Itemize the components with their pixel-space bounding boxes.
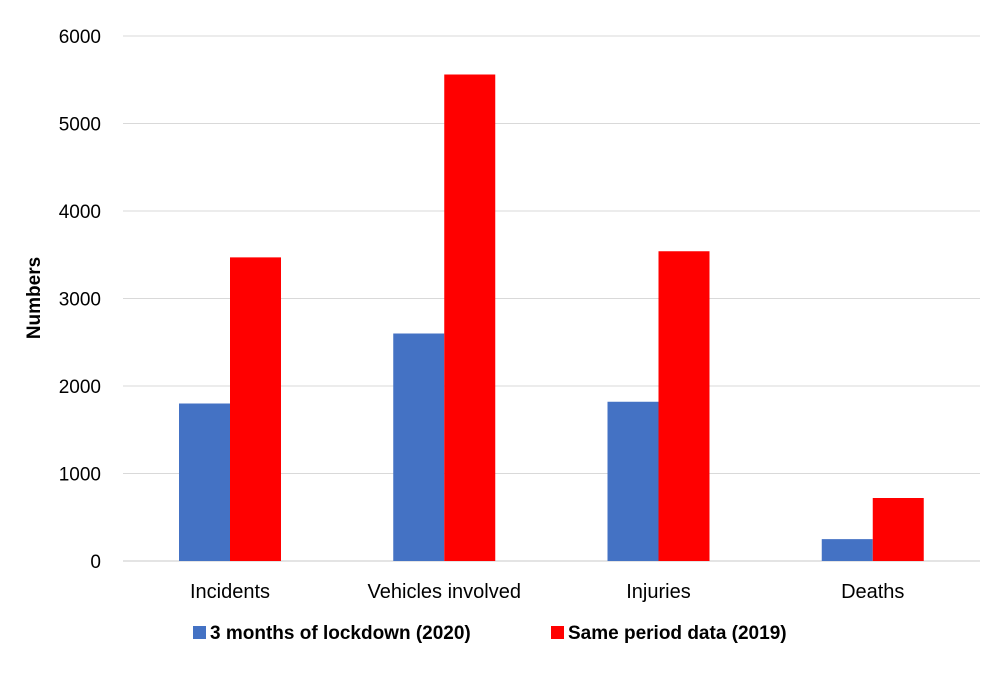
legend-label: Same period data (2019) bbox=[568, 623, 787, 644]
y-tick-label: 4000 bbox=[59, 202, 101, 223]
x-category-label: Vehicles involved bbox=[368, 581, 521, 603]
bar bbox=[872, 498, 924, 561]
y-tick-label: 1000 bbox=[59, 465, 101, 486]
bar bbox=[821, 539, 873, 561]
legend-label: 3 months of lockdown (2020) bbox=[210, 623, 471, 644]
y-tick-label: 3000 bbox=[59, 290, 101, 311]
bar bbox=[179, 403, 230, 561]
x-category-label: Incidents bbox=[190, 581, 270, 603]
y-axis-ticks: 0 1000 2000 3000 4000 5000 6000 bbox=[59, 27, 101, 573]
legend-swatch bbox=[193, 626, 206, 639]
bar bbox=[393, 333, 445, 561]
bar bbox=[607, 401, 659, 561]
bar bbox=[230, 257, 281, 561]
x-axis-category-labels: Incidents Vehicles involved Injuries Deaths bbox=[190, 581, 904, 603]
y-axis-label: Numbers bbox=[24, 257, 45, 339]
y-tick-label: 0 bbox=[90, 552, 101, 573]
y-tick-label: 5000 bbox=[59, 115, 101, 136]
y-tick-label: 6000 bbox=[59, 27, 101, 48]
y-tick-label: 2000 bbox=[59, 377, 101, 398]
x-category-label: Deaths bbox=[841, 581, 904, 603]
bars bbox=[179, 74, 924, 561]
bar bbox=[444, 74, 496, 561]
bar bbox=[658, 251, 710, 561]
legend-swatch bbox=[551, 626, 564, 639]
legend: 3 months of lockdown (2020) Same period d… bbox=[193, 623, 787, 644]
x-category-label: Injuries bbox=[626, 581, 690, 603]
